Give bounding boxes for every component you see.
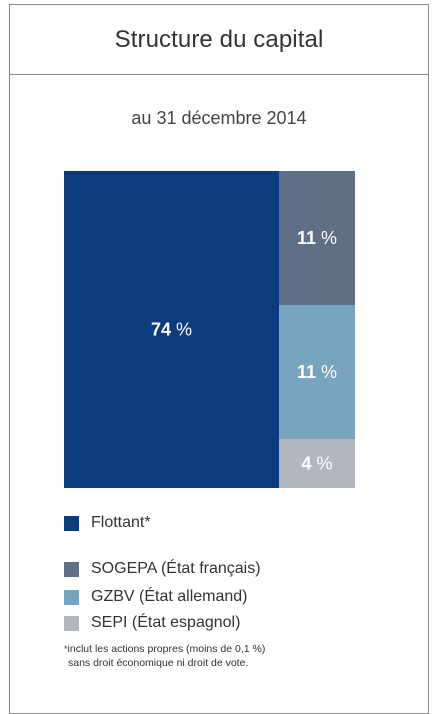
- chart-card: Structure du capital au 31 décembre 2014: [9, 4, 429, 714]
- chart-title: Structure du capital: [114, 25, 324, 53]
- capital-structure-chart: 74 % 11 % 11 % 4 %: [64, 171, 355, 488]
- segment-label-sepi-etat-espagnol: 4 %: [301, 454, 332, 474]
- segment-label-sogepa-etat-francais: 11 %: [297, 228, 337, 248]
- legend-label: SOGEPA (État français): [91, 560, 261, 577]
- legend-swatch: [64, 589, 79, 605]
- segment-label-gzbv-etat-allemand: 11 %: [297, 362, 337, 382]
- legend-item-sepi: SEPI (État espagnol): [64, 614, 240, 632]
- legend-swatch: [64, 615, 79, 631]
- segment-sepi-etat-espagnol: [279, 439, 355, 488]
- legend-label: Flottant*: [91, 514, 151, 531]
- header: Structure du capital: [10, 5, 428, 75]
- footnote-line-2: sans droit économique ni droit de vote.: [68, 657, 249, 669]
- footnote-marker: *: [64, 644, 68, 654]
- legend-item-flottant: Flottant*: [64, 514, 151, 532]
- segment-label-flottant: 74 %: [151, 320, 192, 340]
- segment-sogepa-etat-francais: [279, 171, 355, 305]
- segment-flottant: [64, 171, 279, 488]
- chart-subtitle: au 31 décembre 2014: [131, 108, 307, 128]
- footnote-line-1: inclut les actions propres (moins de 0,1…: [67, 643, 266, 655]
- legend-item-sogepa: SOGEPA (État français): [64, 560, 261, 578]
- legend-item-gzbv: GZBV (État allemand): [64, 588, 248, 606]
- legend-label: SEPI (État espagnol): [91, 614, 241, 631]
- chart-svg: 74 % 11 % 11 % 4 %: [64, 171, 355, 488]
- legend-swatch: [64, 561, 79, 577]
- legend-swatch: [64, 515, 79, 531]
- footnote: *inclut les actions propres (moins de 0,…: [64, 642, 265, 670]
- legend-label: GZBV (État allemand): [91, 588, 248, 605]
- segment-gzbv-etat-allemand: [279, 305, 355, 439]
